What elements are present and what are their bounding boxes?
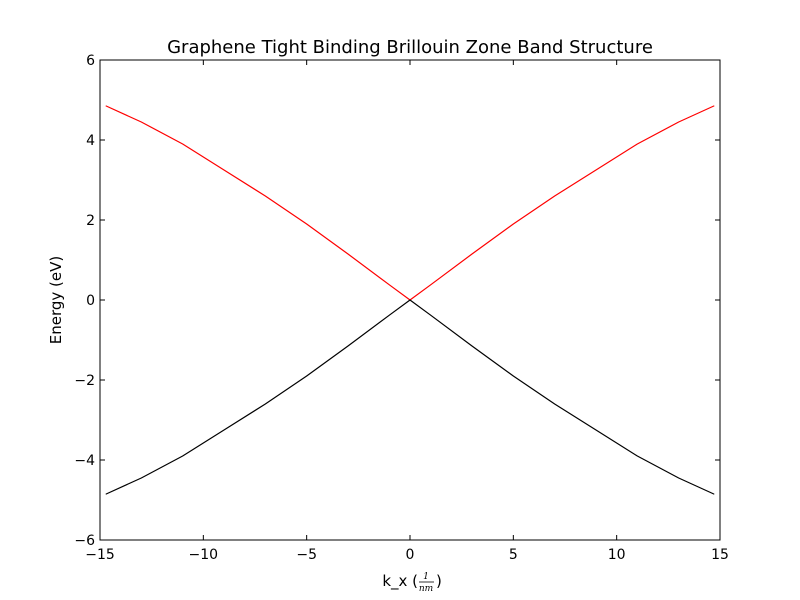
plot-frame <box>99 59 721 541</box>
y-tick-label: −2 <box>74 373 95 389</box>
series-line-0 <box>105 105 715 301</box>
x-axis-title: k_x ( 1 nm ) <box>382 572 442 594</box>
x-tick-label: 10 <box>608 547 626 563</box>
series-layer <box>105 105 715 495</box>
x-tick-label: 15 <box>711 547 729 563</box>
x-tick-label: −5 <box>296 547 317 563</box>
x-axis-unit-denominator: nm <box>419 584 433 594</box>
x-tick-label: 5 <box>509 547 518 563</box>
x-axis-title-suffix: ) <box>436 572 442 590</box>
x-axis-title-prefix: k_x ( <box>382 572 418 591</box>
x-tick-label: 0 <box>406 547 415 563</box>
chart-title: Graphene Tight Binding Brillouin Zone Ba… <box>167 37 653 58</box>
y-tick-label: 0 <box>86 293 95 309</box>
ticks-layer: −15 −10 −5 0 5 10 15 −6 −4 −2 0 2 4 6 <box>74 53 729 563</box>
series-line-1 <box>105 299 715 495</box>
y-axis-title: Energy (eV) <box>47 256 65 344</box>
y-tick-label: 6 <box>86 53 95 69</box>
y-tick-label: 2 <box>86 213 95 229</box>
x-tick-label: −15 <box>85 547 115 563</box>
y-tick-label: −6 <box>74 533 95 549</box>
y-tick-label: −4 <box>74 453 95 469</box>
y-tick-label: 4 <box>86 133 95 149</box>
x-axis-unit-numerator: 1 <box>423 572 429 582</box>
x-tick-label: −10 <box>189 547 219 563</box>
